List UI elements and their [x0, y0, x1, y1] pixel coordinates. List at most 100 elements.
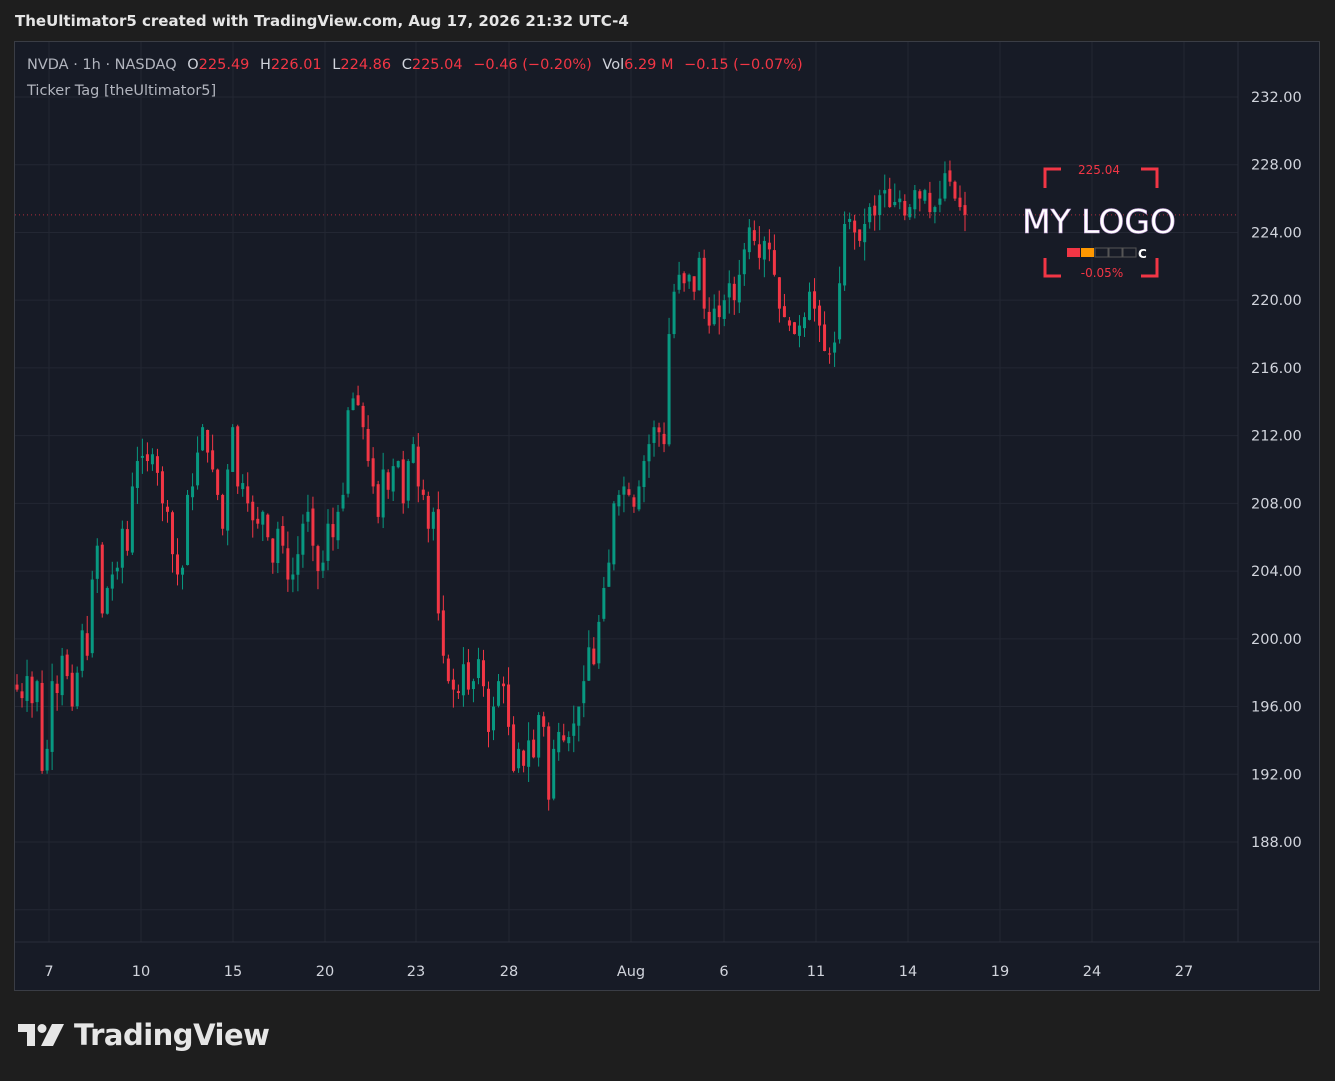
candle-body	[938, 198, 942, 205]
candle-body	[50, 681, 54, 752]
candle-body	[537, 715, 541, 758]
time-axis[interactable]: 7 10 15 20 23 28 Aug 6 11 14 19 24 27	[15, 941, 1319, 980]
candle-body	[923, 190, 927, 201]
candle-body	[727, 283, 731, 298]
candle-body	[361, 405, 365, 428]
candle-body	[702, 257, 706, 309]
price-tick-label: 208.00	[1251, 496, 1302, 512]
candle-body	[692, 276, 696, 292]
candle-body	[441, 610, 445, 656]
candle-body	[176, 554, 180, 575]
indicator-name[interactable]: Ticker Tag [theUltimator5]	[27, 83, 217, 99]
price-tick-label: 212.00	[1251, 429, 1302, 445]
price-tick-label: 220.00	[1251, 293, 1302, 309]
price-chart[interactable]: 232.00 228.00 224.00 220.00 216.00 212.00 208.…	[15, 42, 1319, 990]
candle-body	[853, 220, 857, 233]
candle-body	[186, 494, 190, 566]
candle-body	[65, 654, 69, 677]
candle-body	[762, 240, 766, 260]
candle-body	[105, 588, 109, 614]
price-tick-label: 196.00	[1251, 700, 1302, 716]
candle-body	[667, 334, 671, 445]
candle-body	[351, 398, 355, 411]
candle-body	[953, 181, 957, 199]
candle-body	[823, 324, 827, 351]
candle-body	[431, 511, 435, 529]
candle-body	[155, 456, 159, 473]
candle-body	[833, 342, 837, 353]
candle-body	[752, 230, 756, 241]
tradingview-wordmark: TradingView	[74, 1018, 270, 1052]
candle-body	[406, 461, 410, 501]
candle-body	[592, 648, 596, 665]
candle-body	[883, 190, 887, 194]
high-value: 226.01	[270, 57, 322, 73]
volume-value: 6.29 M	[624, 57, 674, 73]
candle-body	[782, 306, 786, 318]
overlay-price: 225.04	[1078, 163, 1120, 177]
candle-body	[236, 426, 240, 487]
close-value: 225.04	[411, 57, 463, 73]
symbol-info[interactable]: NVDA · 1h · NASDAQ	[27, 57, 177, 73]
candle-body	[145, 454, 149, 462]
bracket-top-right	[1141, 167, 1159, 188]
candle-body	[191, 486, 195, 498]
candle-body	[512, 724, 516, 771]
candle-body	[331, 524, 335, 538]
candle-body	[115, 567, 119, 572]
candle-body	[421, 489, 425, 495]
change-value: −0.46 (−0.20%)	[473, 57, 592, 73]
time-tick-label: 19	[991, 964, 1009, 980]
candle-body	[777, 277, 781, 309]
candle-body	[622, 486, 626, 495]
candle-body	[607, 562, 611, 587]
candle-body	[963, 205, 967, 215]
candle-body	[757, 244, 761, 258]
candle-body	[682, 273, 686, 284]
candle-body	[948, 170, 952, 182]
candle-body	[567, 737, 571, 744]
chart-legend: NVDA · 1h · NASDAQ O225.49 H226.01 L224.…	[27, 54, 803, 106]
candle-body	[527, 740, 531, 767]
candle-body	[898, 198, 902, 203]
chart-panel[interactable]: 232.00 228.00 224.00 220.00 216.00 212.00 208.…	[14, 41, 1320, 991]
time-tick-label: 6	[719, 964, 728, 980]
candle-body	[281, 526, 285, 546]
candle-body	[712, 308, 716, 325]
candle-body	[502, 683, 506, 687]
candle-body	[165, 506, 169, 512]
overlay-label-c: C	[1138, 247, 1147, 261]
candle-body	[346, 410, 350, 494]
candle-body	[672, 291, 676, 335]
candle-body	[557, 731, 561, 753]
ohlc-legend-row: NVDA · 1h · NASDAQ O225.49 H226.01 L224.…	[27, 54, 803, 80]
candle-body	[802, 317, 806, 329]
candle-body	[20, 691, 24, 699]
price-tick-label: 232.00	[1251, 90, 1302, 106]
time-tick-label: Aug	[617, 964, 645, 980]
candle-body	[55, 683, 59, 693]
candle-body	[928, 192, 932, 213]
candle-body	[35, 681, 39, 703]
candle-body	[808, 291, 812, 320]
candle-body	[261, 511, 265, 525]
tradingview-brand: TradingView	[18, 1016, 270, 1054]
candle-body	[677, 274, 681, 290]
candle-body	[873, 205, 877, 216]
attribution-header: TheUltimator5 created with TradingView.c…	[15, 12, 629, 30]
price-axis[interactable]: 232.00 228.00 224.00 220.00 216.00 212.00 208.…	[1237, 42, 1302, 942]
candle-body	[717, 305, 721, 318]
candle-body	[657, 427, 661, 433]
open-value: 225.49	[198, 57, 250, 73]
candle-body	[321, 562, 325, 571]
candle-body	[908, 207, 912, 218]
candle-body	[787, 320, 791, 326]
candle-body	[411, 444, 415, 463]
candle-body	[597, 621, 601, 664]
candle-body	[552, 748, 556, 799]
candle-body	[918, 191, 922, 199]
time-tick-label: 15	[224, 964, 242, 980]
candle-body	[722, 300, 726, 319]
bracket-bottom-left	[1043, 258, 1061, 278]
candle-body	[120, 528, 124, 568]
